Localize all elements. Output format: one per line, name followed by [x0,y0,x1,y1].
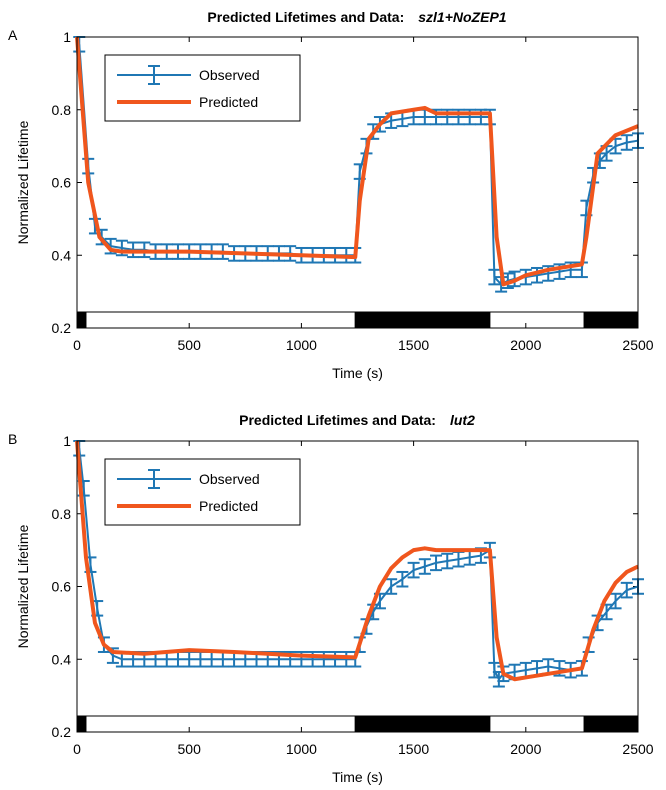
light-bar-segment [85,311,356,329]
light-bar-segment [489,311,585,329]
light-bar-segment [583,715,639,733]
series-line [75,36,639,287]
y-tick-label: 0.8 [52,102,72,118]
light-bar-segment [85,715,356,733]
legend-label: Predicted [199,94,258,110]
title-text: Predicted Lifetimes and Data: [239,412,436,428]
x-tick-label: 0 [73,337,81,353]
light-bar-segment [354,311,491,329]
panel-label: A [8,27,18,43]
panel-label: B [8,431,17,447]
x-tick-label: 2000 [510,337,541,353]
x-tick-label: 2500 [622,337,653,353]
title-genotype: szl1+NoZEP1 [418,9,507,25]
legend-label: Observed [199,67,260,83]
legend-label: Predicted [199,498,258,514]
chart-title: Predicted Lifetimes and Data: szl1+NoZEP1 [207,9,506,25]
chart-title: Predicted Lifetimes and Data: lut2 [239,412,475,428]
y-axis-label: Normalized Lifetime [15,120,31,244]
y-tick-label: 0.6 [52,579,72,595]
x-tick-label: 500 [178,741,202,757]
light-bar-segment [76,311,87,329]
x-tick-label: 1000 [286,337,317,353]
axes-frame [76,440,639,733]
x-tick-label: 0 [73,741,81,757]
y-tick-label: 1 [63,433,71,449]
legend-label: Observed [199,471,260,487]
x-tick-label: 2000 [510,741,541,757]
x-tick-label: 1500 [398,741,429,757]
light-bar-segment [76,715,87,733]
legend-box [104,54,301,122]
light-bar-segment [489,715,585,733]
x-axis-label: Time (s) [332,769,383,785]
light-bar-segment [354,715,491,733]
y-axis-label: Normalized Lifetime [15,524,31,648]
y-tick-label: 0.4 [52,247,72,263]
y-tick-label: 1 [63,29,71,45]
title-genotype: lut2 [450,412,475,428]
legend-box [104,458,301,526]
x-tick-label: 500 [178,337,202,353]
x-axis-label: Time (s) [332,365,383,381]
y-tick-label: 0.2 [52,724,72,740]
series-line [75,440,639,682]
light-bar-segment [583,311,639,329]
y-tick-label: 0.6 [52,175,72,191]
title-text: Predicted Lifetimes and Data: [207,9,404,25]
x-tick-label: 1500 [398,337,429,353]
y-tick-label: 0.2 [52,320,72,336]
x-tick-label: 1000 [286,741,317,757]
x-tick-label: 2500 [622,741,653,757]
y-tick-label: 0.4 [52,651,72,667]
axes-frame [76,36,639,329]
y-tick-label: 0.8 [52,506,72,522]
